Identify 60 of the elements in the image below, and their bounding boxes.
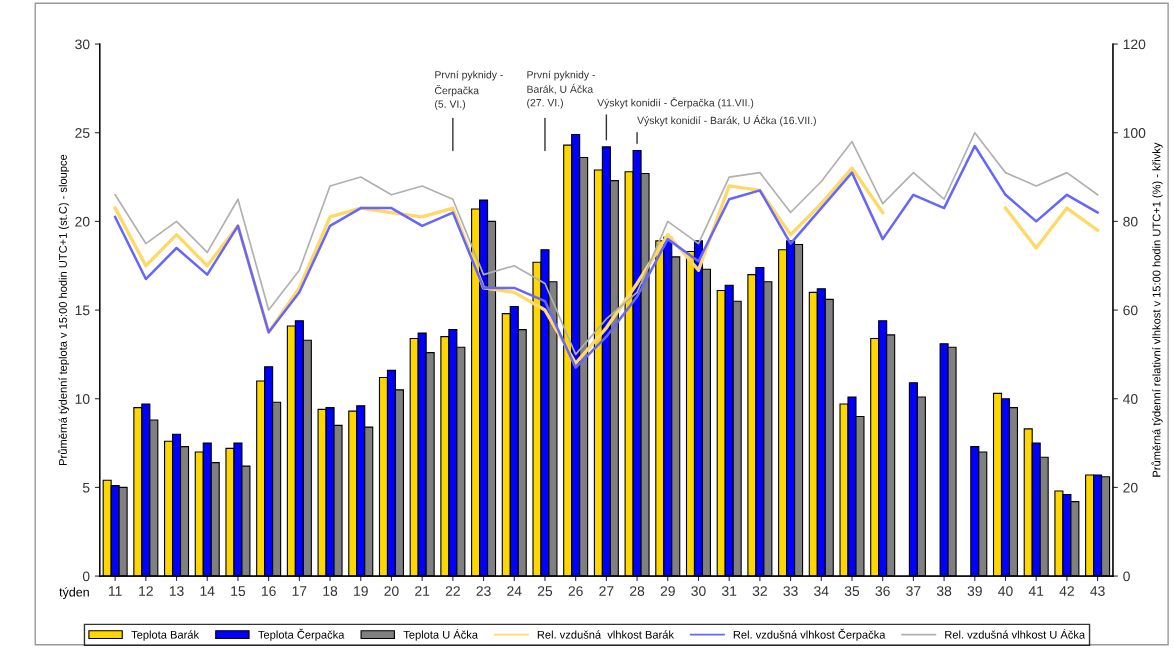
y-tick-label: 10: [75, 394, 90, 404]
x-tick-label: 28: [630, 586, 645, 596]
legend-label: Teplota Barák: [131, 630, 200, 641]
x-tick-label: 42: [1059, 586, 1074, 596]
x-tick-label: 14: [200, 586, 215, 596]
x-tick-label: 13: [169, 586, 184, 596]
x-tick-label: 36: [875, 586, 890, 596]
x-tick-label: 22: [445, 586, 460, 596]
legend-label: Rel. vzdušná vlhkost U Áčka: [945, 628, 1086, 639]
legend-label: Teplota Čerpačka: [258, 628, 345, 641]
x-tick-label: 21: [415, 586, 430, 596]
x-tick-label: 16: [261, 586, 276, 596]
legend-label: Teplota U Áčka: [403, 628, 479, 641]
x-tick-label: 12: [139, 586, 153, 596]
x-tick-label: 40: [998, 586, 1013, 596]
y-tick-label: 5: [82, 482, 90, 493]
y2-tick-label: 100: [1123, 128, 1146, 138]
legend-label: Rel. vzdušná vlhkost Čerpačka: [733, 628, 886, 641]
y2-tick-label: 60: [1123, 305, 1138, 316]
x-tick-label: 34: [814, 586, 829, 596]
y2-axis-title: Průměrná týdenní relativní vlhkost v 15:00 hodin UTC+1 (%) - křivky: [1151, 142, 1163, 477]
x-tick-label: 41: [1028, 586, 1044, 596]
annotation: První pyknidy - Čerpačka (5. VI.): [434, 70, 503, 110]
x-tick-label: 17: [292, 586, 307, 596]
x-tick-label: 37: [906, 586, 921, 596]
x-tick-label: 32: [752, 586, 767, 596]
x-tick-label: 23: [476, 586, 491, 596]
x-tick-label: 24: [507, 586, 522, 596]
y2-tick-label: 20: [1123, 482, 1138, 493]
x-tick-label: 38: [936, 586, 952, 596]
x-tick-label: 29: [660, 586, 675, 596]
y-tick-label: 25: [75, 128, 90, 138]
x-tick-label: 15: [231, 586, 246, 596]
x-tick-label: 30: [691, 586, 706, 596]
x-tick-label: 33: [783, 586, 798, 596]
x-tick-label: 20: [384, 586, 399, 596]
y-tick-label: 15: [75, 305, 90, 316]
x-axis-title: týden: [59, 587, 89, 599]
x-tick-label: 26: [568, 586, 583, 596]
x-tick-label: 27: [599, 586, 614, 596]
x-tick-label: 43: [1090, 586, 1105, 596]
y-tick-label: 30: [75, 39, 90, 50]
x-tick-label: 39: [967, 586, 982, 596]
legend-label: Rel. vzdušná vlhkost Barák: [537, 630, 675, 639]
y2-tick-label: 120: [1123, 39, 1146, 50]
y-axis-title: Průměrná týdenní teplota v 15:00 hodin UTC+1 (st.C) - sloupce: [57, 154, 70, 465]
annotation: Výskyt konidií - Čerpačka (11.VII.): [597, 97, 754, 109]
x-tick-label: 11: [108, 586, 122, 596]
y-tick-label: 0: [82, 571, 90, 582]
x-tick-label: 19: [354, 586, 368, 596]
y2-tick-label: 0: [1123, 571, 1130, 582]
x-tick-label: 31: [721, 586, 737, 596]
x-tick-label: 18: [323, 586, 338, 596]
x-tick-label: 35: [844, 586, 860, 596]
y2-tick-label: 80: [1123, 216, 1138, 227]
y2-tick-label: 40: [1122, 394, 1138, 404]
y-tick-label: 20: [75, 216, 90, 227]
x-tick-label: 25: [537, 586, 553, 596]
annotation: První pyknidy - Barák, U Áčka (27. VI.): [527, 70, 595, 109]
annotation: Výskyt konidií - Barák, U Áčka (16.VII.): [637, 115, 816, 127]
